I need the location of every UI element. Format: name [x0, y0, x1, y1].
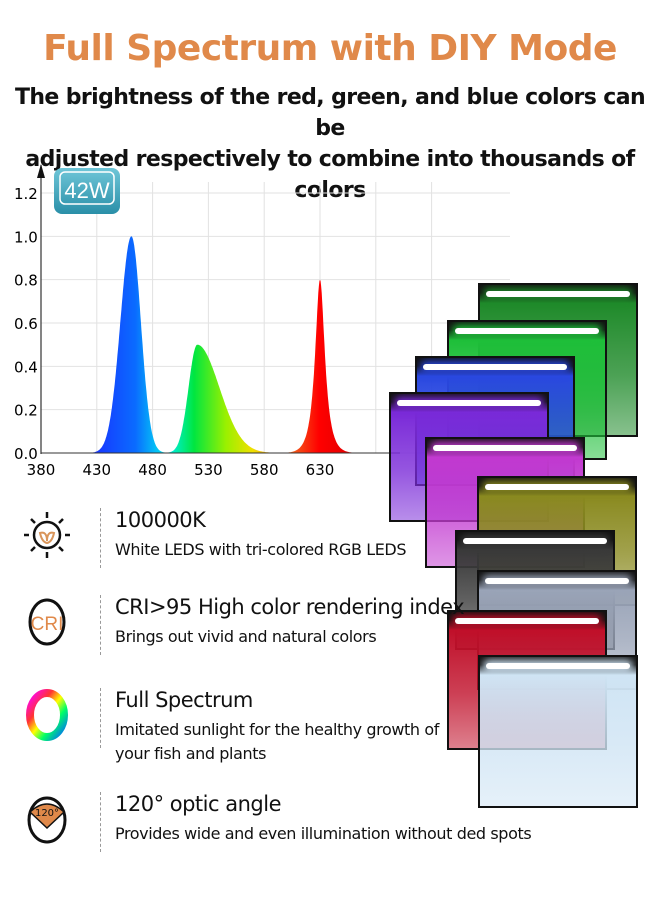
y-axis-arrow — [37, 164, 45, 178]
feature-description: Provides wide and even illumination with… — [115, 824, 532, 843]
angle-120-icon: 120° — [20, 792, 74, 846]
svg-text:CRI: CRI — [31, 614, 64, 635]
sun-leaf-icon — [20, 508, 74, 562]
x-tick-label: 480 — [138, 461, 167, 479]
feature-description: Brings out vivid and natural colors — [115, 627, 377, 646]
y-tick-label: 0.6 — [14, 315, 38, 333]
divider — [100, 595, 101, 655]
divider — [100, 688, 101, 748]
spectrum-curve — [87, 236, 354, 453]
y-tick-label: 1.2 — [14, 185, 38, 203]
power-badge: 42W — [54, 168, 120, 214]
led-strip — [433, 445, 577, 451]
y-tick-label: 0.2 — [14, 402, 38, 420]
page-title: Full Spectrum with DIY Mode — [43, 28, 617, 69]
led-strip — [397, 400, 541, 406]
led-strip — [455, 328, 599, 334]
badge-label: 42W — [64, 178, 109, 203]
led-strip — [463, 538, 607, 544]
feature-title: CRI>95 High color rendering index — [115, 595, 465, 619]
x-tick-label: 630 — [306, 461, 335, 479]
subtitle: The brightness of the red, green, and bl… — [0, 82, 660, 206]
led-strip — [485, 484, 629, 490]
feature-title: Full Spectrum — [115, 688, 253, 712]
feature-title: 120° optic angle — [115, 792, 282, 816]
feature-description: your fish and plants — [115, 744, 267, 763]
subtitle-line-1: The brightness of the red, green, and bl… — [14, 85, 646, 141]
subtitle-line-2: adjusted respectively to combine into th… — [25, 147, 635, 203]
led-strip — [486, 663, 630, 669]
y-tick-label: 1.0 — [14, 228, 38, 246]
led-strip — [485, 578, 629, 584]
led-strip — [455, 618, 599, 624]
y-tick-label: 0.8 — [14, 272, 38, 290]
x-tick-label: 530 — [194, 461, 223, 479]
feature-title: 100000K — [115, 508, 206, 532]
rainbow-ring-icon — [20, 688, 74, 742]
svg-text:120°: 120° — [35, 808, 59, 819]
feature-description: Imitated sunlight for the healthy growth… — [115, 720, 439, 739]
divider — [100, 792, 101, 852]
feature-description: White LEDS with tri-colored RGB LEDS — [115, 540, 407, 559]
y-tick-label: 0.0 — [14, 445, 38, 463]
x-tick-label: 380 — [27, 461, 56, 479]
x-tick-label: 580 — [250, 461, 279, 479]
x-tick-label: 430 — [82, 461, 111, 479]
aquarium-tank-photo — [478, 655, 638, 808]
divider — [100, 508, 101, 568]
y-tick-label: 0.4 — [14, 358, 38, 376]
cri-icon: CRI — [20, 595, 74, 649]
led-strip — [486, 291, 630, 297]
led-strip — [423, 364, 567, 370]
